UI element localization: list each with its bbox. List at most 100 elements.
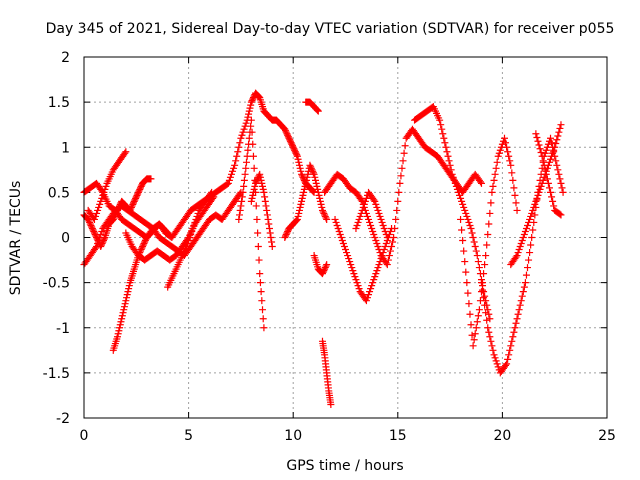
data-point: [518, 237, 526, 245]
data-point: [460, 247, 468, 255]
data-point: [244, 146, 252, 154]
data-point: [90, 227, 98, 235]
data-point: [547, 134, 555, 142]
data-point: [471, 243, 479, 251]
data-point: [535, 188, 543, 196]
data-point: [502, 361, 510, 369]
data-point: [340, 243, 348, 251]
data-point: [533, 194, 541, 202]
data-point: [384, 256, 392, 264]
data-point: [162, 227, 170, 235]
data-point: [388, 243, 396, 251]
data-point: [114, 330, 122, 338]
data-point: [393, 206, 401, 214]
y-tick-label: -2: [56, 411, 70, 427]
data-point: [296, 164, 304, 172]
data-point: [363, 294, 371, 302]
data-point: [366, 288, 374, 296]
data-point: [528, 209, 536, 217]
data-point: [524, 264, 532, 272]
data-point: [458, 197, 466, 205]
data-point: [509, 333, 517, 341]
x-axis-label: GPS time / hours: [286, 458, 403, 474]
data-point: [293, 216, 301, 224]
data-point: [375, 209, 383, 217]
data-point: [464, 289, 472, 297]
data-point: [125, 285, 133, 293]
data-point: [453, 185, 461, 193]
tick-labels: 0 5 10 15 20 25 -2 -1.5 -1 -0.5 0 0.5 1 1.5 2: [43, 50, 616, 444]
data-point: [551, 143, 559, 151]
data-point: [256, 173, 264, 181]
data-point: [190, 221, 198, 229]
data-point: [136, 185, 144, 193]
data-point: [94, 240, 102, 248]
data-point: [118, 315, 126, 323]
data-point: [298, 172, 306, 180]
data-point: [318, 206, 326, 214]
data-point: [536, 145, 544, 153]
data-point: [548, 139, 556, 147]
satellite-track-20: [507, 121, 565, 269]
data-point: [136, 184, 144, 192]
data-point: [249, 94, 257, 102]
data-point: [379, 221, 387, 229]
data-point: [495, 149, 503, 157]
data-point: [375, 261, 383, 269]
data-point: [491, 354, 499, 362]
data-point: [459, 200, 467, 208]
data-point: [370, 276, 378, 284]
data-point: [353, 221, 361, 229]
satellite-track-4: [84, 148, 130, 223]
data-point: [249, 140, 257, 148]
data-point: [297, 167, 305, 175]
data-point: [350, 270, 358, 278]
data-point: [469, 342, 477, 350]
data-point: [541, 149, 549, 157]
data-point: [233, 152, 241, 160]
data-point: [242, 164, 250, 172]
data-point: [527, 241, 535, 249]
data-point: [490, 176, 498, 184]
data-point: [556, 124, 564, 132]
data-point: [313, 182, 321, 190]
data-point: [502, 139, 510, 147]
data-point: [339, 240, 347, 248]
data-point: [378, 218, 386, 226]
data-point: [266, 229, 274, 237]
data-point: [505, 351, 513, 359]
data-point: [297, 200, 305, 208]
data-point: [282, 232, 290, 240]
data-point: [380, 246, 388, 254]
data-point: [250, 185, 258, 193]
x-tick-label: 0: [80, 428, 89, 444]
data-point: [347, 261, 355, 269]
data-point: [553, 161, 561, 169]
data-point: [513, 206, 521, 214]
data-point: [296, 203, 304, 211]
data-point: [255, 172, 263, 180]
data-point: [260, 324, 268, 332]
data-point: [352, 276, 360, 284]
data-point: [540, 161, 548, 169]
data-point: [186, 234, 194, 241]
data-point: [188, 227, 196, 235]
data-points: [80, 89, 567, 408]
data-point: [555, 128, 563, 136]
data-point: [116, 324, 124, 332]
data-point: [337, 234, 345, 241]
data-point: [448, 170, 456, 178]
data-point: [354, 282, 362, 290]
data-point: [94, 206, 102, 214]
data-point: [314, 188, 322, 196]
data-point: [504, 355, 512, 363]
data-point: [133, 191, 141, 199]
data-point: [291, 148, 299, 156]
data-point: [135, 187, 143, 195]
data-point: [511, 191, 519, 199]
data-point: [374, 264, 382, 272]
data-point: [436, 116, 444, 124]
data-point: [470, 336, 478, 344]
data-point: [123, 291, 131, 299]
y-tick-label: 0: [61, 231, 70, 247]
